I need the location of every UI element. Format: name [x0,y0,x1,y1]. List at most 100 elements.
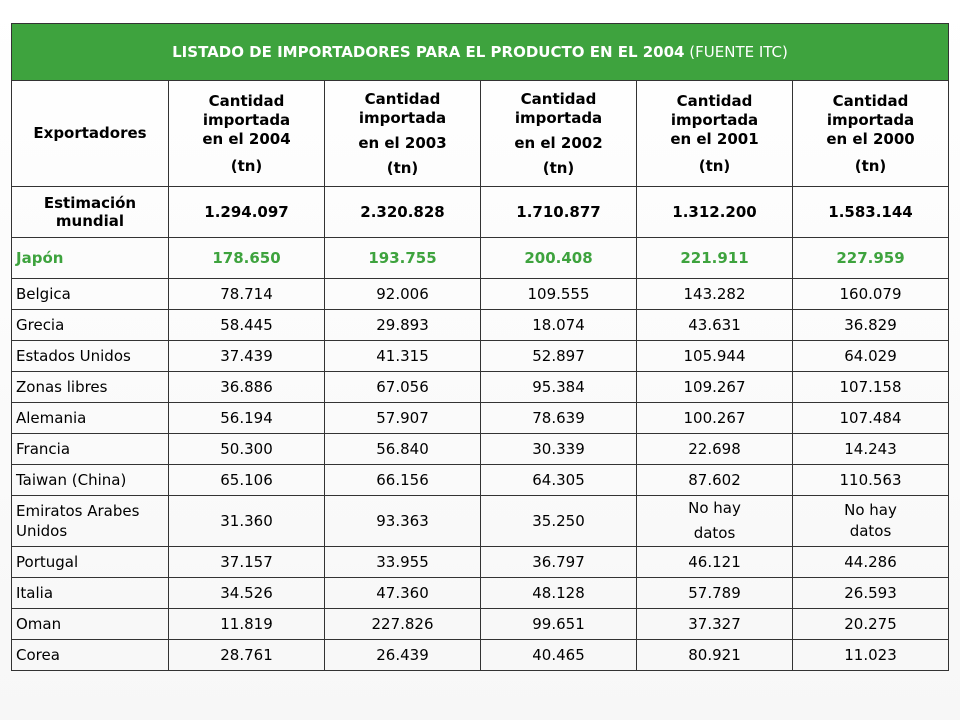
header-line: en el 2002 [514,133,603,152]
cell-2000: 44.286 [791,546,950,578]
cell-2003: 93.363 [324,495,481,547]
cell-2003: 193.755 [324,237,481,279]
cell-2001: 1.312.200 [636,186,793,238]
table-row: Zonas libres 36.886 67.056 95.384 109.26… [11,371,950,403]
japan-row: Japón 178.650 193.755 200.408 221.911 22… [11,237,950,279]
cell-2001: 221.911 [636,237,793,279]
table-row: Portugal 37.157 33.955 36.797 46.121 44.… [11,546,950,578]
header-exporters: Exportadores [11,80,169,187]
cell-2003: 227.826 [324,608,481,640]
importers-table: LISTADO DE IMPORTADORES PARA EL PRODUCTO… [10,23,950,671]
cell-2000: 107.158 [791,371,950,403]
no-data-text: datos [693,524,736,542]
header-unit: (tn) [386,158,419,177]
cell-2000: No hay datos [791,495,950,547]
row-label: Estados Unidos [11,340,169,372]
cell-2004: 65.106 [168,464,325,496]
table-row: Oman 11.819 227.826 99.651 37.327 20.275 [11,608,950,640]
cell-2003: 2.320.828 [324,186,481,238]
title-source: (FUENTE ITC) [689,43,788,61]
cell-2003: 26.439 [324,639,481,671]
table-title: LISTADO DE IMPORTADORES PARA EL PRODUCTO… [10,23,950,81]
cell-2002: 109.555 [480,278,637,310]
table-row: Francia 50.300 56.840 30.339 22.698 14.2… [11,433,950,465]
cell-2002: 200.408 [480,237,637,279]
cell-2002: 48.128 [480,577,637,609]
row-label: Corea [11,639,169,671]
no-data-text: datos [849,522,892,540]
cell-2004: 34.526 [168,577,325,609]
no-data-text: No hay [844,501,897,519]
cell-2001: 143.282 [636,278,793,310]
table-row: Corea 28.761 26.439 40.465 80.921 11.023 [11,639,950,671]
row-label: Italia [11,577,169,609]
row-label: Zonas libres [11,371,169,403]
cell-2000: 11.023 [791,639,950,671]
table-row: Taiwan (China) 65.106 66.156 64.305 87.6… [11,464,950,496]
table-row: Italia 34.526 47.360 48.128 57.789 26.59… [11,577,950,609]
row-label: Alemania [11,402,169,434]
cell-2001: 43.631 [636,309,793,341]
header-unit: (tn) [230,156,263,175]
cell-2002: 52.897 [480,340,637,372]
table-row: Grecia 58.445 29.893 18.074 43.631 36.82… [11,309,950,341]
table-title-row: LISTADO DE IMPORTADORES PARA EL PRODUCTO… [10,23,950,81]
table-row: Emiratos Arabes Unidos 31.360 93.363 35.… [11,495,950,547]
cell-2003: 67.056 [324,371,481,403]
row-label: Taiwan (China) [11,464,169,496]
header-line: Cantidad [520,89,597,108]
row-label: Oman [11,608,169,640]
cell-2001: No hay datos [636,495,793,547]
header-2003: Cantidad importada en el 2003 (tn) [324,80,481,187]
header-line: Cantidad [832,91,909,110]
cell-2003: 92.006 [324,278,481,310]
header-line: en el 2000 [826,129,915,148]
cell-2003: 66.156 [324,464,481,496]
cell-2000: 20.275 [791,608,950,640]
cell-2000: 64.029 [791,340,950,372]
cell-2001: 100.267 [636,402,793,434]
cell-2000: 110.563 [791,464,950,496]
table-row: Estados Unidos 37.439 41.315 52.897 105.… [11,340,950,372]
cell-2004: 1.294.097 [168,186,325,238]
header-unit: (tn) [698,156,731,175]
cell-2003: 33.955 [324,546,481,578]
cell-2003: 56.840 [324,433,481,465]
cell-2004: 28.761 [168,639,325,671]
row-label: Grecia [11,309,169,341]
cell-2001: 105.944 [636,340,793,372]
cell-2002: 40.465 [480,639,637,671]
cell-2002: 36.797 [480,546,637,578]
cell-2004: 56.194 [168,402,325,434]
cell-2000: 160.079 [791,278,950,310]
header-unit: (tn) [854,156,887,175]
cell-2002: 1.710.877 [480,186,637,238]
cell-2001: 46.121 [636,546,793,578]
header-line: importada [202,110,291,129]
header-line: Cantidad [208,91,285,110]
cell-2000: 107.484 [791,402,950,434]
cell-2000: 1.583.144 [791,186,950,238]
cell-2004: 178.650 [168,237,325,279]
title-main: LISTADO DE IMPORTADORES PARA EL PRODUCTO… [172,43,685,61]
header-2000: Cantidad importada en el 2000 (tn) [791,80,950,187]
header-line: importada [358,108,447,127]
cell-2004: 37.157 [168,546,325,578]
no-data-text: No hay [688,499,741,517]
cell-2004: 31.360 [168,495,325,547]
header-line: Cantidad [676,91,753,110]
row-label: Emiratos Arabes Unidos [11,495,169,547]
cell-2002: 78.639 [480,402,637,434]
cell-2003: 57.907 [324,402,481,434]
header-line: importada [826,110,915,129]
cell-2003: 41.315 [324,340,481,372]
cell-2000: 14.243 [791,433,950,465]
cell-2004: 58.445 [168,309,325,341]
header-line: en el 2004 [202,129,291,148]
cell-2004: 11.819 [168,608,325,640]
cell-2001: 22.698 [636,433,793,465]
cell-2003: 29.893 [324,309,481,341]
cell-2001: 80.921 [636,639,793,671]
cell-2001: 109.267 [636,371,793,403]
